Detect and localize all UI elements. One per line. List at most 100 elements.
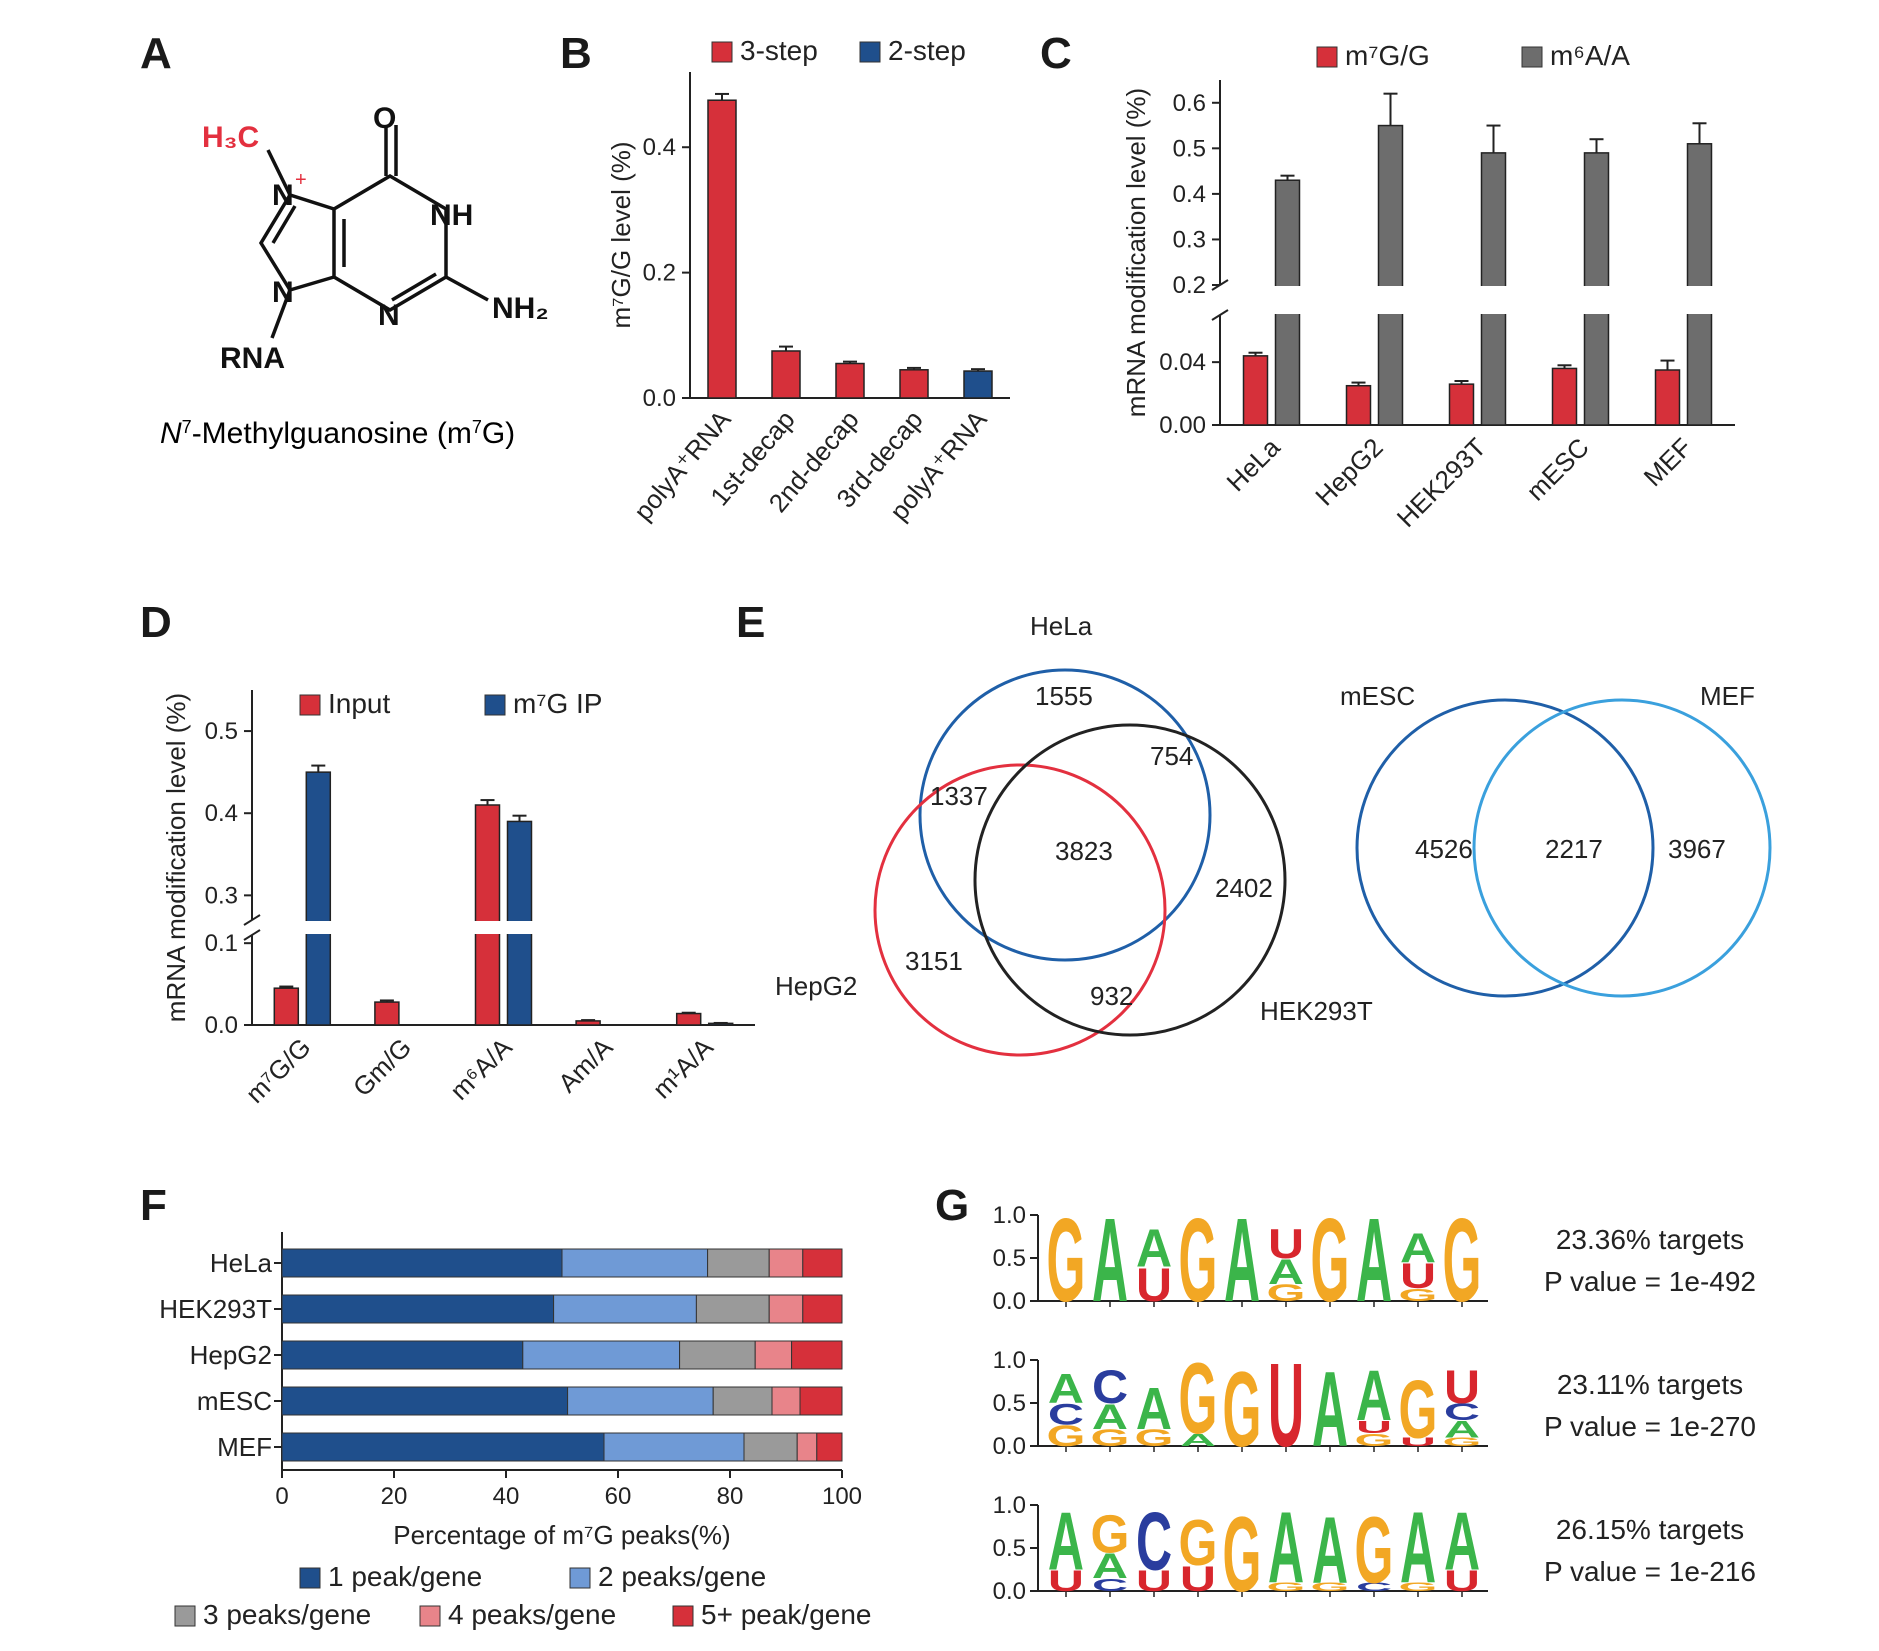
panel-d: D 0.0 0.1 0.3 0.4 0.5 m⁷G/G Gm/G m⁶A/A Am/A m¹A/A… xyxy=(140,598,755,1109)
legend-3-label: 3 peaks/gene xyxy=(203,1599,371,1630)
panel-c: C 0.00 0.04 0.2 0.3 0.4 0.5 0.6 HeLa HepG2 HEK293… xyxy=(1040,29,1735,533)
logo-letter-A: A xyxy=(1048,1365,1084,1412)
bar xyxy=(374,1001,400,1026)
bar xyxy=(899,369,929,399)
logo-letter-G: G xyxy=(1179,1342,1218,1455)
motif-targets: 26.15% targets xyxy=(1556,1514,1744,1545)
logo-letter-U: U xyxy=(1136,1564,1172,1597)
venn-count-hek293t-only: 2402 xyxy=(1215,873,1273,903)
logo-y-tick-label: 1.0 xyxy=(993,1347,1026,1374)
logo-letter-G: G xyxy=(1311,1580,1350,1593)
bar xyxy=(575,1020,601,1026)
logo-y-tick-label: 0.0 xyxy=(993,1288,1026,1315)
bar xyxy=(1242,355,1269,426)
venn-count-hela-hepg2: 1337 xyxy=(930,781,988,811)
logo-y-tick-label: 0.5 xyxy=(993,1390,1026,1417)
chart-c: 0.00 0.04 0.2 0.3 0.4 0.5 0.6 HeLa HepG2 HEK293T m… xyxy=(1121,40,1735,533)
logo-letter-U: U xyxy=(1444,1564,1480,1597)
legend-series-2-swatch xyxy=(484,694,506,716)
logo-letter-A: A xyxy=(1136,1218,1172,1278)
chart-b: 0.00.20.4polyA⁺RNA1st-decap2nd-decap3rd-… xyxy=(606,35,1010,526)
axis-break-gap xyxy=(1582,286,1611,314)
y-tick-label: 0.6 xyxy=(1173,90,1206,117)
logo-letter-G: G xyxy=(1223,1495,1262,1614)
y-tick-label: HEK293T xyxy=(159,1294,272,1324)
venn-label-hela: HeLa xyxy=(1030,611,1093,641)
motif-pvalue: P value = 1e-492 xyxy=(1544,1266,1756,1297)
panel-b: B 0.00.20.4polyA⁺RNA1st-decap2nd-decap3r… xyxy=(560,29,1010,526)
venn-circle-hepg2 xyxy=(873,763,1167,1057)
legend-3-swatch xyxy=(174,1605,196,1627)
axis-break-mark xyxy=(1211,309,1229,321)
legend-series-2-label: m⁶A/A xyxy=(1550,40,1630,71)
logo-letter-A: A xyxy=(1312,1350,1348,1469)
bar xyxy=(474,804,501,1026)
stacked-bar-segment xyxy=(799,1386,843,1416)
venn-count-mesc-only: 4526 xyxy=(1415,834,1473,864)
logo-letter-C: C xyxy=(1356,1580,1392,1593)
logo-letter-A: A xyxy=(1048,1494,1084,1587)
stacked-bar-segment xyxy=(754,1340,793,1370)
legend-3-step-swatch xyxy=(711,41,733,63)
x-tick-label: 40 xyxy=(493,1483,520,1510)
logo-letter-A: A xyxy=(1092,1398,1128,1437)
y-tick-label: MEF xyxy=(217,1432,272,1462)
axis-break-gap xyxy=(473,921,502,934)
y-tick-label: 0.0 xyxy=(205,1012,238,1039)
motif-targets: 23.11% targets xyxy=(1557,1369,1743,1400)
logo-letter-A: A xyxy=(1268,1253,1304,1292)
logo-letter-U: U xyxy=(1400,1435,1436,1448)
legend-5-label: 5+ peak/gene xyxy=(701,1599,872,1630)
venn-count-hela-only: 1555 xyxy=(1035,681,1093,711)
y-tick-label: 0.1 xyxy=(205,930,238,957)
y-axis-title: mRNA modification level (%) xyxy=(1121,88,1151,417)
y-tick-label: 0.3 xyxy=(205,882,238,909)
y-tick-label: 0.4 xyxy=(1173,181,1206,208)
logo-letter-G: G xyxy=(1399,1285,1438,1305)
panel-letter-b: B xyxy=(560,29,592,78)
logo-letter-U: U xyxy=(1136,1259,1172,1312)
venn-count-mef-only: 3967 xyxy=(1668,834,1726,864)
logo-letter-C: C xyxy=(1136,1494,1172,1587)
logo-y-tick-label: 1.0 xyxy=(993,1492,1026,1519)
x-tick-label: Am/A xyxy=(552,1032,619,1099)
venn-label-hepg2: HepG2 xyxy=(775,971,857,1001)
y-tick-label: 0.0 xyxy=(643,385,676,412)
legend-2-swatch xyxy=(569,1567,591,1589)
logo-letter-G: G xyxy=(1091,1425,1130,1451)
panel-letter-g: G xyxy=(935,1181,969,1230)
logo-letter-C: C xyxy=(1092,1361,1128,1414)
axis-break-gap xyxy=(1376,286,1405,314)
stacked-bar-segment xyxy=(712,1386,773,1416)
x-tick-label: mESC xyxy=(1520,432,1594,506)
axis-break-gap xyxy=(505,921,534,934)
panel-letter-f: F xyxy=(140,1181,167,1230)
y-tick-label: 0.5 xyxy=(1173,135,1206,162)
bar xyxy=(1551,367,1578,426)
x-tick-label: 100 xyxy=(822,1483,862,1510)
stacked-bar-segment xyxy=(553,1294,697,1324)
logo-letter-G: G xyxy=(1179,1507,1218,1580)
venn-count-hepg2-only: 3151 xyxy=(905,946,963,976)
stacked-bar-segment xyxy=(561,1248,709,1278)
n9-label: N xyxy=(272,276,294,309)
y-tick-label: 0.00 xyxy=(1159,412,1206,439)
venn-circle-hek293t xyxy=(973,723,1287,1037)
logo-letter-C: C xyxy=(1444,1400,1480,1426)
venn-count-hela-hek293t: 754 xyxy=(1150,741,1193,771)
logo-letter-U: U xyxy=(1444,1361,1480,1414)
bar xyxy=(1448,383,1475,426)
logo-letter-U: U xyxy=(1356,1417,1392,1437)
stacked-bar-segment xyxy=(567,1386,714,1416)
stacked-bar-segment xyxy=(768,1248,804,1278)
panel-letter-a: A xyxy=(140,29,172,78)
logo-letter-G: G xyxy=(1135,1425,1174,1451)
legend-series-1-swatch xyxy=(1316,46,1338,68)
molecule-caption: N7-Methylguanosine (m7G) xyxy=(160,417,515,450)
x-axis-title: Percentage of m⁷G peaks(%) xyxy=(393,1520,730,1550)
n3-label: N xyxy=(378,299,400,332)
logo-letter-C: C xyxy=(1092,1575,1128,1595)
panel-a: A H₃C O N + NH N N NH₂ RNA N7-M xyxy=(140,29,549,450)
